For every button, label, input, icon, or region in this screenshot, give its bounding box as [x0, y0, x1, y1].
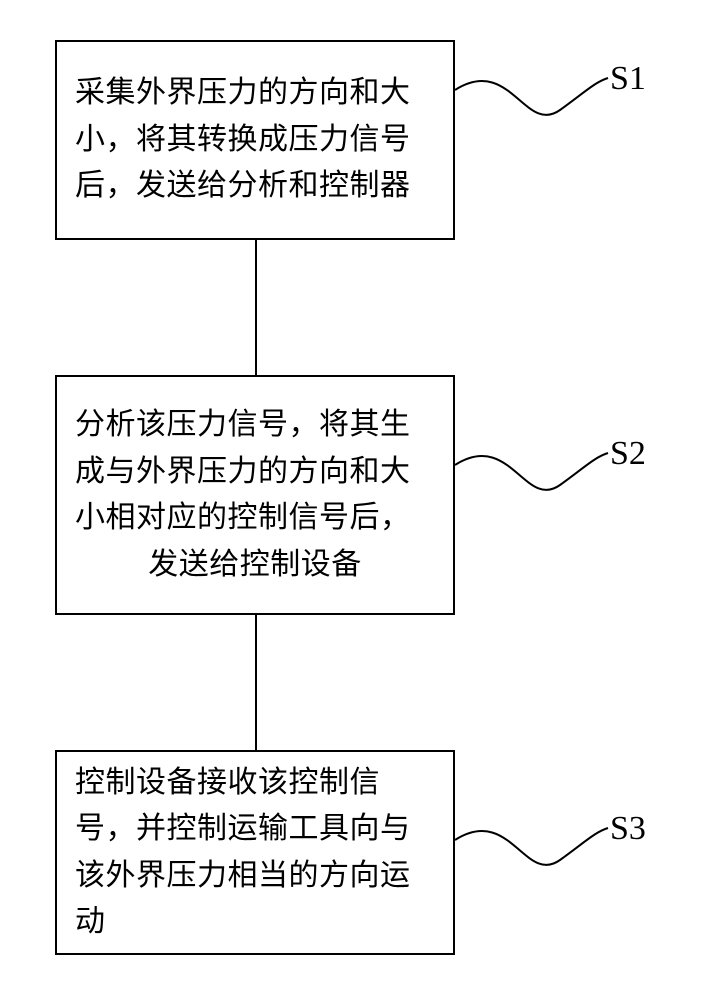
flowchart-canvas: 采集外界压力的方向和大小，将其转换成压力信号后，发送给分析和控制器 分析该压力信… — [0, 0, 709, 1000]
leader-curve-s3 — [0, 0, 709, 1000]
